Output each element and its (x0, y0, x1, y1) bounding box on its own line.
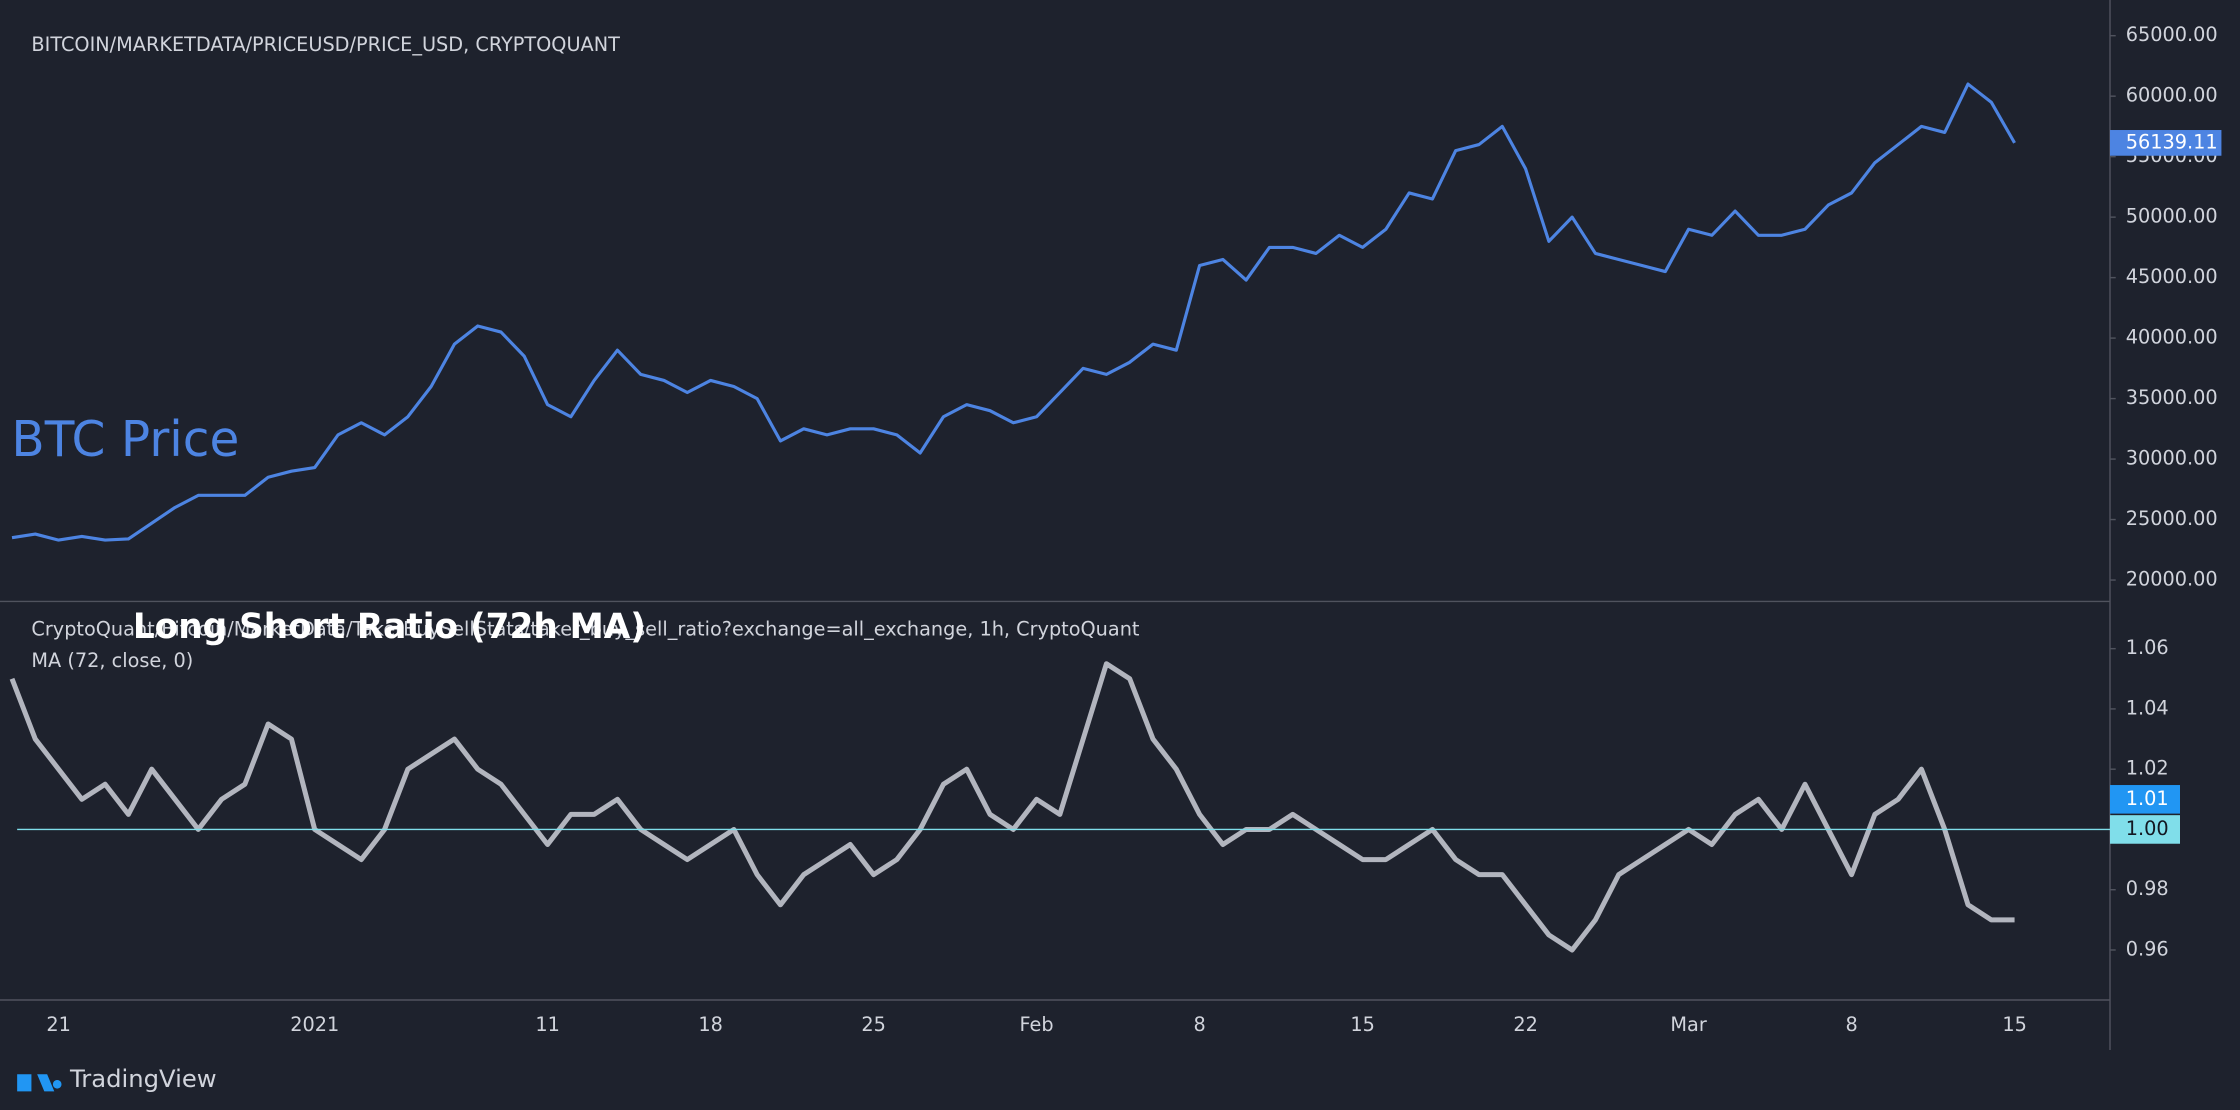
line-series (11, 82, 2016, 542)
annotation: BTC Price (11, 412, 239, 468)
chart-title: CryptoQuant/Bitcoin/MarketData/TakerBuyS… (31, 618, 1139, 641)
x-tick-label: 8 (1845, 1013, 1857, 1036)
y-tick-label: 25000.00 (2126, 507, 2218, 530)
x-tick-label: Mar (1670, 1013, 1706, 1036)
x-tick-label: 22 (1513, 1013, 1538, 1036)
annotation: Long Short Ratio (72h MA) (133, 607, 646, 647)
brand: TradingView (69, 1064, 217, 1093)
x-tick-label: Feb (1020, 1013, 1054, 1036)
x-tick-label: 15 (2002, 1013, 2027, 1036)
chart-title: BITCOIN/MARKETDATA/PRICEUSD/PRICE_USD, C… (31, 33, 620, 56)
chart-subtitle: MA (72, close, 0) (31, 649, 193, 672)
y-tick-label: 1.04 (2126, 696, 2169, 719)
y-tick-label: 20000.00 (2126, 568, 2218, 591)
y-tick-label: 30000.00 (2126, 447, 2218, 470)
y-tick-label: 35000.00 (2126, 386, 2218, 409)
price-tag-label: 1.00 (2126, 817, 2169, 840)
price-tag-label: 56139.11 (2126, 130, 2218, 153)
y-tick-label: 65000.00 (2126, 23, 2218, 46)
x-tick-label: 21 (46, 1013, 71, 1036)
x-tick-label: 25 (861, 1013, 886, 1036)
y-tick-label: 45000.00 (2126, 265, 2218, 288)
y-tick-label: 1.06 (2126, 636, 2169, 659)
y-tick-label: 1.02 (2126, 757, 2169, 780)
y-tick-label: 60000.00 (2126, 84, 2218, 107)
y-tick-label: 40000.00 (2126, 326, 2218, 349)
y-tick-label: 0.98 (2126, 877, 2169, 900)
y-tick-label: 0.96 (2126, 937, 2169, 960)
logo: TradingView (17, 1064, 217, 1093)
price-tag (2110, 785, 2180, 814)
x-tick-label: 11 (535, 1013, 560, 1036)
x-tick-label: 2021 (290, 1013, 339, 1036)
x-tick-label: 8 (1193, 1013, 1205, 1036)
price-tag (2110, 815, 2180, 844)
price-tag (2110, 130, 2222, 156)
logo-icon (17, 1074, 62, 1092)
x-tick-label: 18 (698, 1013, 723, 1036)
price-tag-label: 1.01 (2126, 787, 2169, 810)
x-tick-label: 15 (1350, 1013, 1375, 1036)
y-tick-label: 50000.00 (2126, 205, 2218, 228)
